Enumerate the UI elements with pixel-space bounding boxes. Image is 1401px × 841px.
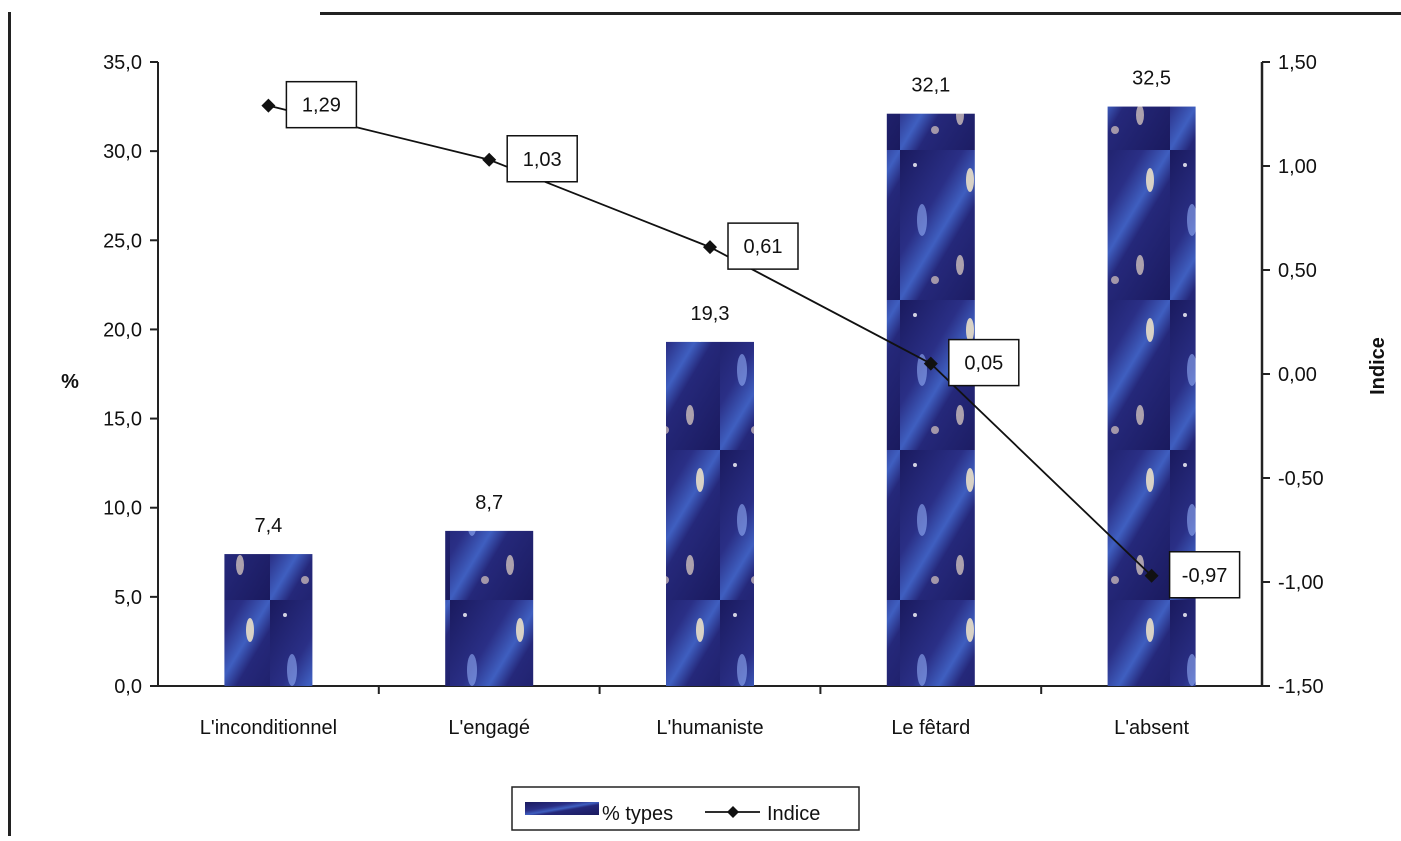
indice-data-label: 0,61 <box>744 236 783 258</box>
indice-label-box <box>506 135 578 183</box>
category-label: L'inconditionnel <box>200 717 337 739</box>
category-label: Le fêtard <box>891 717 970 739</box>
y2-tick-label: 1,50 <box>1278 52 1317 74</box>
category-label: L'humaniste <box>656 717 763 739</box>
legend: % types Indice <box>511 786 860 831</box>
bar-data-label: 19,3 <box>691 303 730 325</box>
legend-line-label: Indice <box>767 803 820 825</box>
indice-marker <box>703 240 717 255</box>
bar <box>445 530 534 686</box>
y-axis-left-ticks: 0,0 5,0 10,0 15,0 20,0 25,0 30,0 35,0 <box>103 52 158 698</box>
y2-tick-label: -0,50 <box>1278 468 1324 490</box>
y-axis-right-ticks: -1,50 -1,00 -0,50 0,00 0,50 1,00 1,50 <box>1262 52 1324 698</box>
bar-data-label: 7,4 <box>254 515 282 537</box>
y2-tick-label: 0,00 <box>1278 364 1317 386</box>
indice-marker <box>482 152 497 167</box>
y-tick-label: 10,0 <box>103 498 142 520</box>
x-axis-ticks <box>377 686 1043 694</box>
indice-marker <box>261 98 276 113</box>
indice-line-series: 1,29 1,03 0,61 0,05 -0,97 <box>261 80 1241 599</box>
indice-label-box <box>1168 551 1241 599</box>
y2-axis-title: Indice <box>1367 337 1389 395</box>
y2-tick-label: -1,00 <box>1278 572 1324 594</box>
indice-data-label: -0,97 <box>1182 565 1228 587</box>
y2-tick-label: -1,50 <box>1278 676 1324 698</box>
indice-marker <box>923 356 938 371</box>
bar-data-labels: 7,4 8,7 19,3 32,1 32,5 <box>254 68 1171 537</box>
category-labels: L'inconditionnel L'engagé L'humaniste Le fê… <box>200 717 1190 739</box>
indice-label-box <box>285 80 358 129</box>
legend-line-marker <box>727 806 739 818</box>
bar-data-label: 32,5 <box>1132 68 1171 90</box>
chart-frame-top <box>320 12 1401 15</box>
indice-data-label: 1,29 <box>302 95 341 117</box>
y-tick-label: 35,0 <box>103 52 142 74</box>
y-tick-label: 20,0 <box>103 319 142 341</box>
bar <box>666 341 754 686</box>
indice-label-box <box>727 222 799 270</box>
bar-data-label: 32,1 <box>911 75 950 97</box>
legend-bar-label: % types <box>602 803 673 825</box>
bars <box>224 106 1196 687</box>
y-tick-label: 0,0 <box>114 676 142 698</box>
indice-marker <box>1144 568 1159 583</box>
indice-label-box <box>948 338 1020 387</box>
category-label: L'absent <box>1114 717 1189 739</box>
indice-data-label: 1,03 <box>523 149 562 171</box>
y2-tick-label: 0,50 <box>1278 260 1317 282</box>
legend-bar-swatch <box>525 802 599 815</box>
y-tick-label: 5,0 <box>114 587 142 609</box>
bar <box>886 113 975 686</box>
chart-frame-left <box>8 12 11 836</box>
bar-data-label: 8,7 <box>475 492 503 514</box>
y-tick-label: 30,0 <box>103 141 142 163</box>
y-axis-title: % <box>61 371 79 393</box>
bar <box>224 554 313 686</box>
indice-data-label: 0,05 <box>964 353 1003 375</box>
category-label: L'engagé <box>448 717 530 739</box>
y-tick-label: 25,0 <box>103 230 142 252</box>
bar <box>1107 106 1196 687</box>
y2-tick-label: 1,00 <box>1278 156 1317 178</box>
y-tick-label: 15,0 <box>103 409 142 431</box>
